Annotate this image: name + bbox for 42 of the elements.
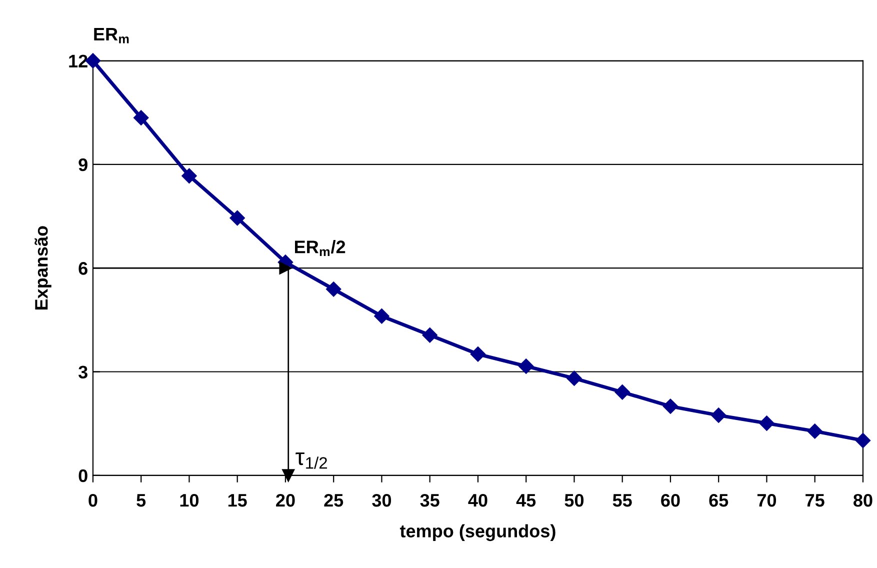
y-tick-label: 0	[78, 469, 88, 482]
text: ER$_{m}$	[94, 28, 129, 44]
point	[134, 110, 149, 126]
point	[614, 384, 630, 400]
point	[855, 432, 871, 448]
point	[230, 210, 245, 226]
y-axis-title: Expansão	[34, 226, 52, 310]
point	[374, 308, 390, 324]
x-tick-label: 55	[612, 494, 632, 507]
x-axis-title: tempo (segundos)	[400, 524, 556, 542]
x-tick-label: 0	[88, 494, 98, 507]
point	[566, 370, 582, 386]
x-tick-label: 5	[136, 494, 146, 507]
point	[711, 408, 726, 423]
x-tick-label: 40	[468, 494, 488, 507]
x-tick-label: 25	[324, 494, 344, 507]
x-tick-label: 70	[757, 494, 776, 507]
y-tick-label: 9	[78, 158, 88, 172]
x-tick-label: 10	[180, 494, 199, 507]
y-tick-label: 3	[78, 366, 88, 378]
x-tick-label: 30	[372, 494, 392, 507]
x-tick-label: 65	[709, 494, 728, 507]
y-tick-label: 6	[78, 262, 88, 275]
x-tick-label: 50	[564, 494, 584, 507]
point	[182, 168, 197, 184]
point	[807, 424, 822, 439]
point	[662, 398, 678, 414]
point	[422, 328, 438, 343]
y-tick-label: 12	[69, 54, 88, 68]
x-tick-label: 15	[228, 494, 247, 507]
x-tick-label: 35	[420, 494, 440, 507]
x-tick-label: 80	[854, 494, 872, 507]
x-tick-label: 60	[661, 494, 680, 507]
ref-line-label: τ$_{1/2}$	[296, 452, 327, 469]
point	[759, 416, 774, 431]
point	[518, 358, 534, 374]
point	[326, 282, 342, 297]
x-tick-label: 45	[516, 494, 536, 507]
point	[470, 346, 486, 362]
ref-line-label: ER$_{m}$/2	[295, 240, 346, 256]
x-tick-label: 75	[806, 494, 824, 507]
x-tick-label: 20	[276, 494, 295, 507]
